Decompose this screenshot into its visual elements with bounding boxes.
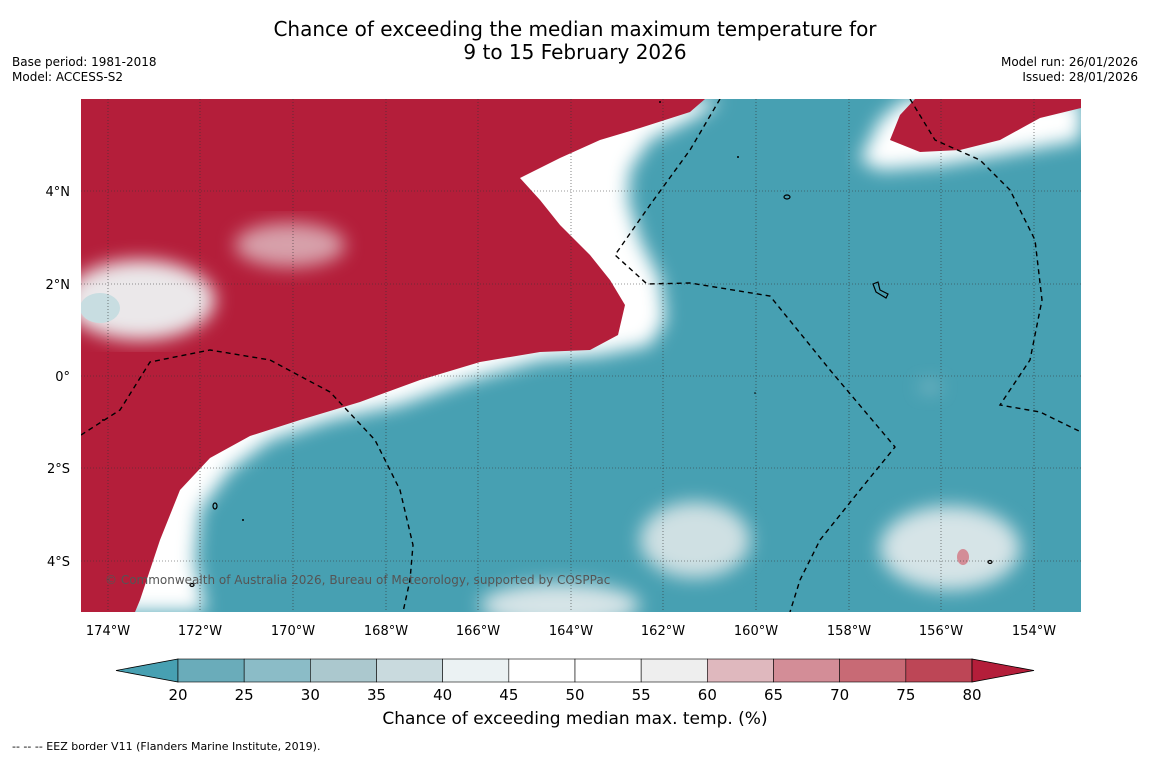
issued-date: Issued: 28/01/2026 [1022,70,1138,84]
colorbar-segment [376,658,443,683]
colorbar-tick-label: 45 [499,686,518,704]
colorbar-tick-label: 70 [830,686,849,704]
map-area: © Commonwealth of Australia 2026, Bureau… [81,99,1081,612]
map-title: Chance of exceeding the median maximum t… [0,18,1150,64]
colorbar-segment [839,658,907,683]
colorbar: 20 25 30 35 40 45 50 55 60 65 70 75 80 [115,658,1035,704]
forecast-map: © Commonwealth of Australia 2026, Bureau… [46,99,1081,639]
lon-label-162w: 162°W [641,624,685,639]
above-median-region-east [890,99,1081,152]
lon-label-172w: 172°W [178,624,222,639]
colorbar-tick-label: 60 [698,686,717,704]
lon-label-160w: 160°W [734,624,778,639]
meta-right: Model run: 26/01/2026 Issued: 28/01/2026 [1001,55,1138,85]
lat-label-0: 0° [55,370,70,385]
base-period: Base period: 1981-2018 [12,55,157,69]
colorbar-tick-label: 65 [764,686,783,704]
colorbar-segment [508,658,576,683]
colorbar-ticks: 20 25 30 35 40 45 50 55 60 65 70 75 80 [168,686,981,704]
colorbar-segment [574,658,642,683]
lon-label-170w: 170°W [271,624,315,639]
colorbar-tick-label: 35 [367,686,386,704]
lon-label-174w: 174°W [86,624,130,639]
lon-label-164w: 164°W [549,624,593,639]
eez-borders [81,99,1081,612]
lon-label-156w: 156°W [919,624,963,639]
colorbar-segment [773,658,840,683]
colorbar-segments [115,658,1035,683]
colorbar-tick-label: 30 [301,686,320,704]
eez-legend-note: -- -- -- EEZ border V11 (Flanders Marine… [12,740,321,753]
model-name: Model: ACCESS-S2 [12,70,124,84]
model-run: Model run: 26/01/2026 [1000,55,1138,69]
colorbar-segment [640,658,708,683]
lon-label-158w: 158°W [827,624,871,639]
colorbar-segment [310,658,377,683]
lat-label-2s: 2°S [47,462,70,477]
colorbar-tick-label: 55 [632,686,651,704]
title-line-2: 9 to 15 February 2026 [463,40,687,64]
colorbar-tick-label: 50 [565,686,584,704]
lat-label-4s: 4°S [47,555,70,570]
colorbar-segment [177,658,245,683]
lon-label-166w: 166°W [456,624,500,639]
colorbar-segment [707,658,774,683]
title-line-1: Chance of exceeding the median maximum t… [273,17,877,41]
colorbar-segment [243,658,311,683]
colorbar-segment [905,658,973,683]
meta-left: Base period: 1981-2018 Model: ACCESS-S2 [12,55,157,85]
colorbar-tick-label: 40 [433,686,452,704]
colorbar-extend-high [971,658,1035,683]
colorbar-extend-low [115,658,179,683]
colorbar-tick-label: 80 [962,686,981,704]
colorbar-label: Chance of exceeding median max. temp. (%… [382,709,768,729]
lat-label-4n: 4°N [46,185,71,200]
lat-label-2n: 2°N [46,278,71,293]
above-median-region-west [81,99,705,612]
copyright-text: © Commonwealth of Australia 2026, Bureau… [105,573,610,587]
colorbar-tick-label: 25 [235,686,254,704]
colorbar-tick-label: 75 [896,686,915,704]
islands [189,194,993,588]
colorbar-segment [442,658,510,683]
lon-label-168w: 168°W [364,624,408,639]
lon-label-154w: 154°W [1012,624,1056,639]
colorbar-tick-label: 20 [168,686,187,704]
